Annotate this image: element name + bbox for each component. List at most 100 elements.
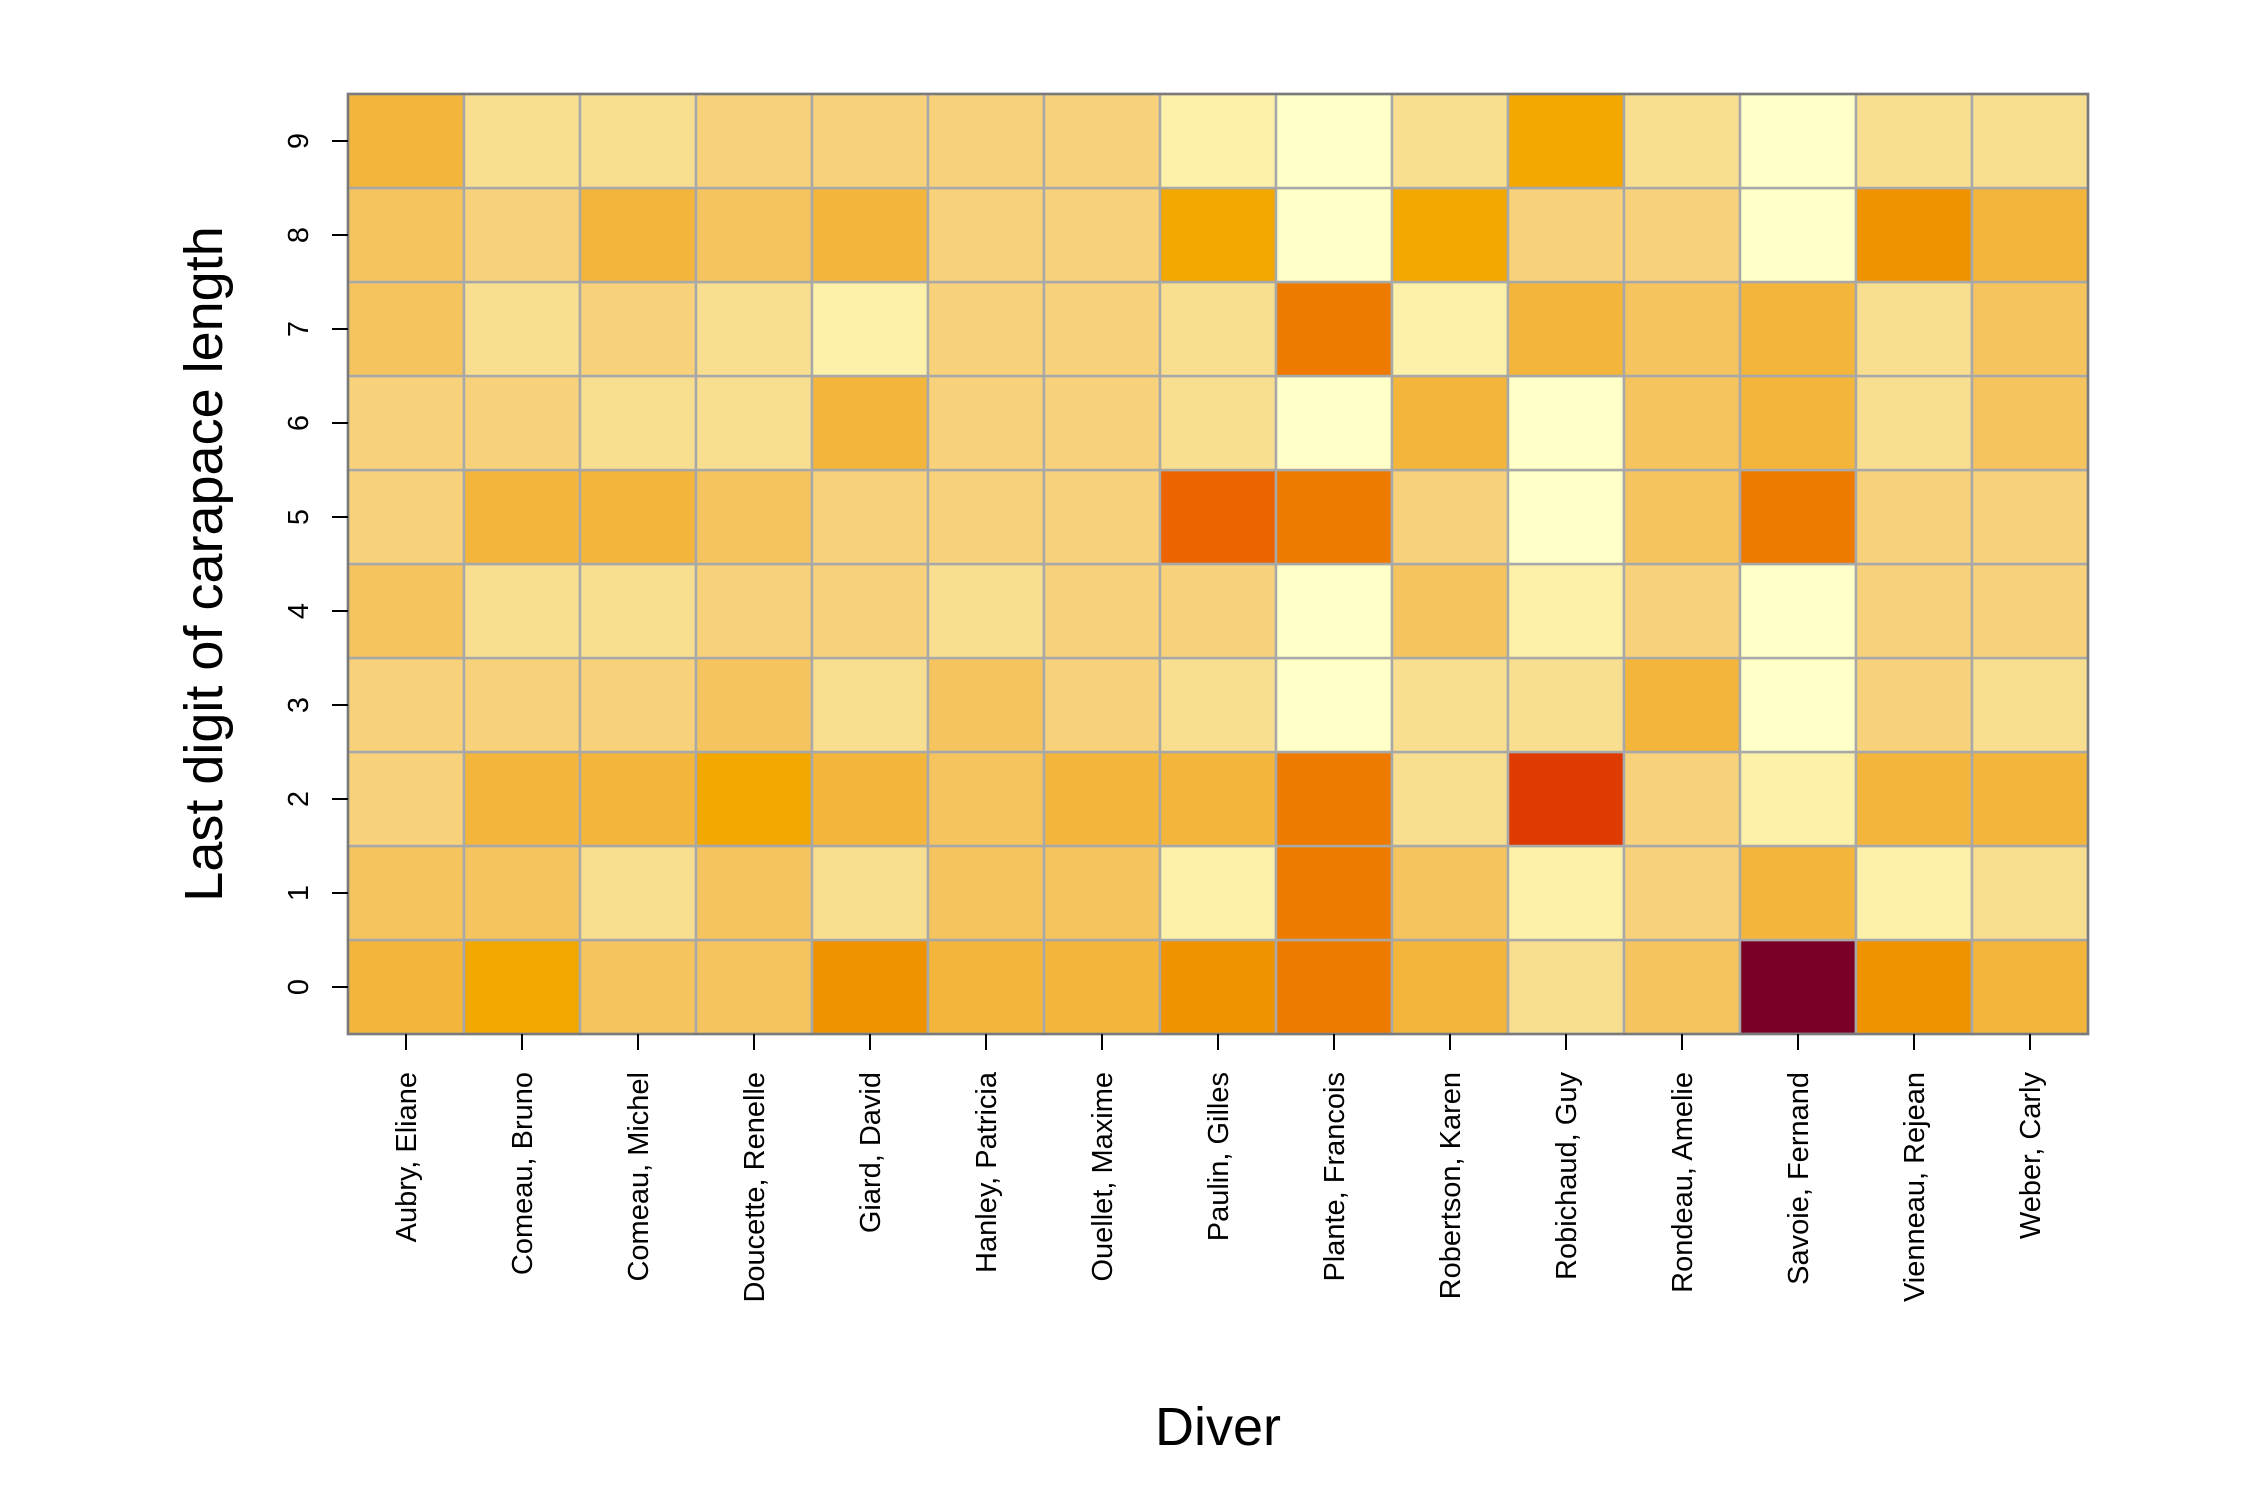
x-tick-label: Plante, Francois — [1319, 1072, 1351, 1282]
heatmap-cell — [1158, 186, 1278, 284]
heatmap-cell — [1970, 938, 2090, 1036]
heatmap-cell — [1622, 468, 1742, 566]
heatmap-cell — [694, 562, 814, 660]
heatmap-cell — [1158, 92, 1278, 190]
heatmap-cell — [1158, 374, 1278, 472]
heatmap-cell — [1042, 468, 1162, 566]
x-axis-title: Diver — [1155, 1397, 1281, 1457]
heatmap-cell — [1854, 468, 1974, 566]
heatmap-cell — [1622, 656, 1742, 754]
heatmap-cell — [694, 656, 814, 754]
x-tick-label: Weber, Carly — [2015, 1072, 2047, 1240]
x-tick-label: Hanley, Patricia — [971, 1071, 1003, 1273]
y-tick-label: 9 — [283, 133, 315, 149]
x-tick-label: Rondeau, Amelie — [1667, 1072, 1699, 1293]
heatmap-cell — [926, 562, 1046, 660]
heatmap-cell — [462, 374, 582, 472]
heatmap-cell — [1390, 186, 1510, 284]
heatmap-cell — [1274, 468, 1394, 566]
heatmap-cell — [810, 468, 930, 566]
heatmap-cell — [1158, 750, 1278, 848]
heatmap-cell — [926, 374, 1046, 472]
heatmap-cell — [462, 186, 582, 284]
y-tick-label: 7 — [283, 321, 315, 337]
x-tick-label: Giard, David — [855, 1072, 887, 1233]
y-axis: 0 1 2 3 4 5 6 7 8 9 — [283, 133, 348, 995]
heatmap-cell — [1622, 938, 1742, 1036]
heatmap-cell — [1854, 280, 1974, 378]
heatmap-cell — [1158, 656, 1278, 754]
heatmap-cell — [1042, 562, 1162, 660]
y-tick-label: 0 — [283, 979, 315, 995]
heatmap-cell — [462, 92, 582, 190]
heatmap-cell — [1042, 374, 1162, 472]
heatmap-cell — [1274, 656, 1394, 754]
heatmap-cell — [810, 750, 930, 848]
heatmap-cell — [1506, 844, 1626, 942]
heatmap-cell — [1158, 562, 1278, 660]
heatmap-cell — [1506, 92, 1626, 190]
heatmap-cell — [1970, 562, 2090, 660]
heatmap-cell — [1506, 562, 1626, 660]
y-tick-label: 2 — [283, 791, 315, 807]
heatmap-cell — [1042, 280, 1162, 378]
heatmap-cell — [810, 656, 930, 754]
heatmap-cell — [1274, 280, 1394, 378]
heatmap-cell — [1390, 844, 1510, 942]
heatmap-cell — [462, 468, 582, 566]
heatmap-cell — [926, 92, 1046, 190]
x-tick-label: Ouellet, Maxime — [1087, 1072, 1119, 1282]
heatmap-cell — [694, 750, 814, 848]
heatmap-cell — [1042, 656, 1162, 754]
heatmap-cell — [810, 186, 930, 284]
x-tick-label: Doucette, Renelle — [739, 1072, 771, 1303]
y-tick-label: 3 — [283, 697, 315, 713]
heatmap-cell — [1738, 186, 1858, 284]
y-tick-label: 6 — [283, 415, 315, 431]
heatmap-cell — [1506, 938, 1626, 1036]
heatmap-cell — [1970, 92, 2090, 190]
heatmap-cell — [1970, 750, 2090, 848]
heatmap-cell — [462, 280, 582, 378]
heatmap-cell — [578, 656, 698, 754]
heatmap-cell — [1158, 468, 1278, 566]
heatmap-cell — [1738, 468, 1858, 566]
heatmap-cell — [1274, 374, 1394, 472]
heatmap-cell — [1506, 750, 1626, 848]
heatmap-cell — [346, 468, 466, 566]
heatmap-cell — [1274, 92, 1394, 190]
heatmap-cell — [926, 280, 1046, 378]
heatmap-cell — [1042, 186, 1162, 284]
heatmap-cell — [578, 750, 698, 848]
heatmap-cell — [578, 938, 698, 1036]
heatmap-cell — [1854, 656, 1974, 754]
heatmap-cell — [346, 844, 466, 942]
heatmap-cell — [694, 92, 814, 190]
heatmap-cell — [346, 938, 466, 1036]
heatmap-cell — [810, 374, 930, 472]
heatmap-cell — [462, 750, 582, 848]
heatmap-cell — [1042, 844, 1162, 942]
heatmap-cell — [926, 938, 1046, 1036]
heatmap-cell — [1622, 562, 1742, 660]
heatmap-cell — [346, 374, 466, 472]
heatmap-cell — [694, 938, 814, 1036]
heatmap-cell — [1506, 656, 1626, 754]
heatmap-cell — [1622, 374, 1742, 472]
heatmap-cell — [1042, 750, 1162, 848]
heatmap-cell — [810, 562, 930, 660]
heatmap-cell — [1854, 844, 1974, 942]
heatmap-cell — [1158, 938, 1278, 1036]
heatmap-cell — [694, 468, 814, 566]
heatmap-cell — [1970, 468, 2090, 566]
heatmap-cell — [1274, 562, 1394, 660]
heatmap-cell — [1738, 374, 1858, 472]
heatmap-cell — [926, 656, 1046, 754]
heatmap-cell — [926, 186, 1046, 284]
heatmap-cell — [1738, 562, 1858, 660]
heatmap-cell — [1854, 938, 1974, 1036]
heatmap-cell — [694, 844, 814, 942]
y-tick-label: 5 — [283, 509, 315, 525]
heatmap-cell — [926, 844, 1046, 942]
heatmap-cell — [1042, 938, 1162, 1036]
